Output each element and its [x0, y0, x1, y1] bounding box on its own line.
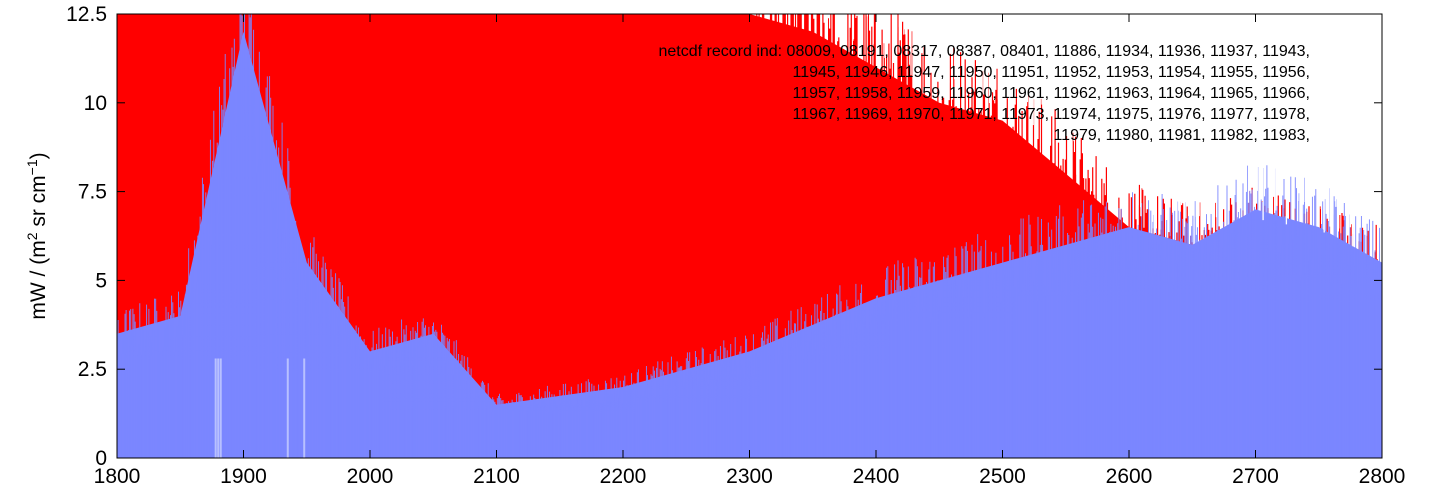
- y-axis-label: mW / (m2 sr cm−1): [24, 152, 50, 319]
- record-index-annotation: netcdf record ind: 08009, 08191, 08317, …: [658, 43, 1310, 144]
- x-tick-label: 2700: [1232, 465, 1279, 488]
- x-tick-label: 1800: [94, 465, 141, 488]
- x-tick-label: 2200: [600, 465, 647, 488]
- x-tick-label: 1900: [220, 465, 267, 488]
- x-tick-label: 2400: [853, 465, 900, 488]
- data-layer: [117, 14, 1382, 458]
- y-tick-label: 5: [95, 269, 107, 292]
- series-lines: [117, 14, 1382, 458]
- x-tick-label: 2800: [1359, 465, 1406, 488]
- y-tick-label: 10: [84, 92, 107, 115]
- annotation-line: 11957, 11958, 11959, 11960, 11961, 11962…: [792, 85, 1310, 102]
- annotation-line: 11945, 11946, 11947, 11950, 11951, 11952…: [792, 64, 1310, 81]
- svg-text:mW / (m2 sr cm−1): mW / (m2 sr cm−1): [24, 152, 50, 319]
- spectrum-series-2: [117, 14, 1382, 458]
- y-tick-label: 7.5: [78, 181, 107, 204]
- axes: 1800 1900 2000 2100 2200 2300 2400 2500 2600 2700…: [66, 3, 1405, 488]
- y-tick-label: 2.5: [78, 358, 107, 381]
- annotation-line: 11979, 11980, 11981, 11982, 11983,: [1053, 127, 1310, 144]
- spectrum-gaps: [828, 14, 1378, 247]
- y-tick-label: 12.5: [66, 3, 107, 26]
- x-tick-label: 2500: [979, 465, 1026, 488]
- x-tick-label: 2600: [1106, 465, 1153, 488]
- blue-peaks: [214, 358, 306, 458]
- annotation-line: 11967, 11969, 11970, 11971, 11973, 11974…: [792, 106, 1310, 123]
- annotation-line: netcdf record ind: 08009, 08191, 08317, …: [658, 43, 1310, 60]
- y-tick-label: 0: [95, 447, 107, 470]
- x-tick-label: 2300: [726, 465, 773, 488]
- x-tick-label: 2100: [473, 465, 520, 488]
- x-tick-label: 2000: [347, 465, 394, 488]
